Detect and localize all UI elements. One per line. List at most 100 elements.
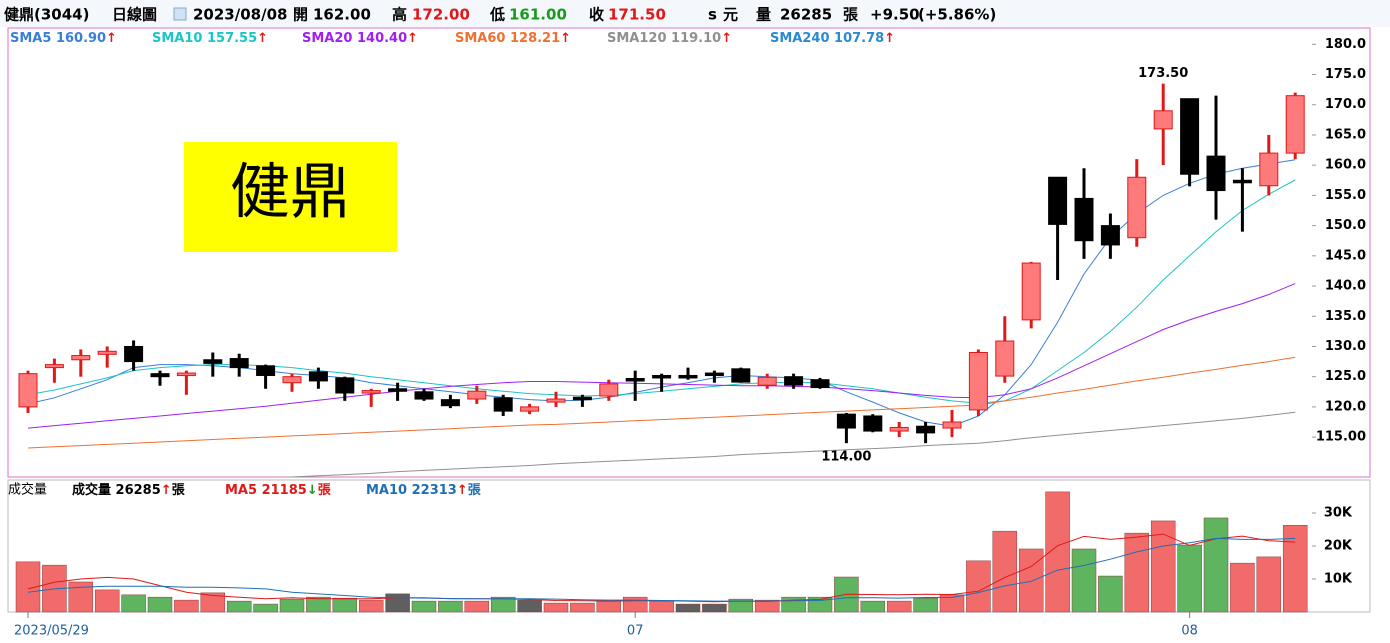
x-tick-label: 08	[1181, 624, 1198, 639]
legend-trend: ↑	[884, 31, 895, 46]
candle-body	[968, 352, 988, 411]
volume-label: 量	[756, 6, 771, 24]
candle-body	[704, 372, 724, 377]
volume-bar	[913, 597, 938, 613]
legend-value: 160.90	[56, 31, 106, 46]
candle-body	[572, 396, 592, 401]
x-tick-label: 07	[627, 624, 644, 639]
volume-bar	[306, 596, 331, 613]
y-tick-label: 135.0	[1325, 309, 1366, 324]
y-tick-label: 30K	[1324, 506, 1353, 521]
legend-unit: 張	[172, 483, 186, 498]
open-label: 開	[293, 6, 308, 24]
y-tick-label: 140.0	[1325, 279, 1366, 294]
candle-body	[678, 374, 698, 379]
volume-bar	[728, 598, 754, 613]
legend-trend: ↓	[307, 483, 318, 498]
ma-line	[27, 283, 1296, 429]
candle-body	[995, 340, 1015, 377]
open: 162.00	[313, 6, 371, 24]
ma-line	[280, 411, 1296, 477]
y-tick-label: 20K	[1324, 539, 1353, 554]
candle-body	[836, 413, 856, 429]
y-tick-label: 165.0	[1325, 127, 1366, 142]
legend-value: 107.78	[834, 31, 884, 46]
legend-item: MA5 21185↓張	[225, 483, 332, 498]
change: +9.50	[870, 6, 920, 24]
volume-bar	[385, 593, 410, 613]
legend-unit: 張	[468, 483, 482, 498]
volume-bar	[886, 600, 912, 613]
volume-bar	[675, 603, 701, 613]
volume-bar	[226, 600, 252, 613]
volume-bar	[174, 599, 199, 613]
legend-item: SMA60 128.21↑	[455, 31, 571, 46]
price-panel	[7, 27, 1371, 478]
volume-bar	[1177, 544, 1202, 613]
legend-item: SMA5 160.90↑	[10, 31, 117, 46]
volume-bar	[1203, 517, 1229, 613]
ma-line	[27, 356, 1296, 449]
close: 171.50	[608, 6, 666, 24]
stock-name: 健鼎(3044)	[4, 6, 89, 24]
legend-name: SMA10	[152, 31, 202, 46]
volume-bar	[860, 600, 886, 613]
period: 日線圖	[112, 6, 157, 24]
volume-bar	[411, 600, 437, 613]
legend-value: 128.21	[510, 31, 560, 46]
legend-name: SMA60	[455, 31, 505, 46]
y-tick-label: 10K	[1324, 572, 1353, 587]
candle-body	[889, 426, 909, 432]
legend-value: 21185	[262, 483, 307, 498]
candle-body	[18, 373, 38, 408]
volume-ma-lines	[27, 533, 1296, 603]
close-label: 收	[589, 6, 604, 24]
volume-bar	[543, 602, 569, 613]
volume-bar	[332, 597, 358, 613]
legend-value: 140.40	[357, 31, 407, 46]
candle-body	[652, 374, 672, 379]
legend-value: 26285	[116, 483, 161, 498]
candle-body	[1206, 155, 1226, 192]
legend-name: SMA5	[10, 31, 51, 46]
volume-bar	[464, 600, 490, 613]
volume-bar	[992, 530, 1018, 613]
volume-bar	[147, 596, 173, 613]
volume-bar	[517, 599, 542, 613]
volume-bar	[1071, 548, 1097, 613]
candle-body	[440, 399, 460, 407]
period-dropdown[interactable]	[173, 7, 187, 21]
volume-bar	[279, 598, 305, 613]
volume-bar	[438, 600, 463, 613]
candle-body	[1180, 98, 1200, 175]
volume-bar	[253, 603, 278, 613]
candle-body	[467, 390, 487, 400]
legend-trend: ↑	[407, 31, 418, 46]
candle-body	[97, 350, 117, 355]
x-tick-label: 2023/05/29	[14, 624, 89, 639]
volume-bar	[1018, 548, 1044, 613]
legend-name: 成交量	[72, 482, 111, 498]
legend-trend: ↑	[106, 31, 117, 46]
volume-bar	[596, 599, 622, 613]
candle-body	[1074, 197, 1094, 242]
legend-value: 22313	[412, 483, 457, 498]
legend-name: MA10	[366, 483, 407, 498]
candle-body	[124, 345, 144, 363]
legend-item: SMA240 107.78↑	[770, 31, 895, 46]
candle-body	[863, 415, 883, 432]
candle-body	[942, 421, 962, 429]
volume: 26285	[780, 6, 832, 24]
y-tick-label: 170.0	[1325, 97, 1366, 112]
candle-body	[1153, 110, 1173, 130]
high-label: 高	[392, 6, 407, 24]
volume-bar	[966, 560, 991, 613]
volume-bar	[121, 594, 146, 613]
low: 161.00	[509, 6, 567, 24]
volume-bar	[1124, 532, 1150, 613]
legend-trend: ↑	[560, 31, 571, 46]
candle-body	[784, 376, 804, 386]
legend-item: 成交量 26285↑張	[72, 482, 186, 498]
legend-item: SMA20 140.40↑	[302, 31, 418, 46]
